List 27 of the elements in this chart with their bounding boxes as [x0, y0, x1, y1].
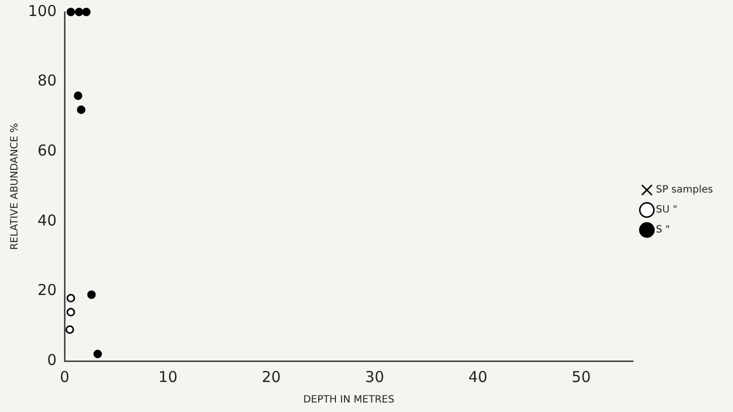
- legend-label: SU ": [656, 204, 678, 216]
- legend-label: SP samples: [656, 184, 713, 196]
- point: [66, 294, 76, 302]
- point: [93, 350, 102, 358]
- y-axis-title: RELATIVE ABUNDANCE %: [10, 123, 21, 250]
- point: [66, 308, 76, 316]
- point: [87, 290, 96, 299]
- x-tick-label: 0: [60, 368, 70, 386]
- y-tick-label: 40: [38, 211, 57, 230]
- x-tick-label: 30: [365, 368, 384, 386]
- point: [76, 105, 86, 114]
- x-tick-label: 20: [262, 368, 281, 386]
- point: [66, 325, 74, 334]
- point: [74, 92, 82, 100]
- y-tick-label: 100: [28, 2, 57, 20]
- point: [74, 8, 84, 16]
- y-tick-label: 20: [38, 281, 57, 300]
- y-tick-label: 80: [38, 72, 57, 90]
- x-tick-label: 50: [572, 368, 591, 386]
- point: [66, 8, 76, 16]
- legend-label: S ": [656, 224, 670, 236]
- y-tick-label: 60: [38, 141, 57, 160]
- x-tick-label: 10: [158, 368, 178, 386]
- y-tick-label: 0: [47, 350, 57, 369]
- x-tick-label: 40: [468, 368, 488, 386]
- point: [82, 8, 91, 16]
- x-axis-title: DEPTH IN METRES: [303, 394, 394, 406]
